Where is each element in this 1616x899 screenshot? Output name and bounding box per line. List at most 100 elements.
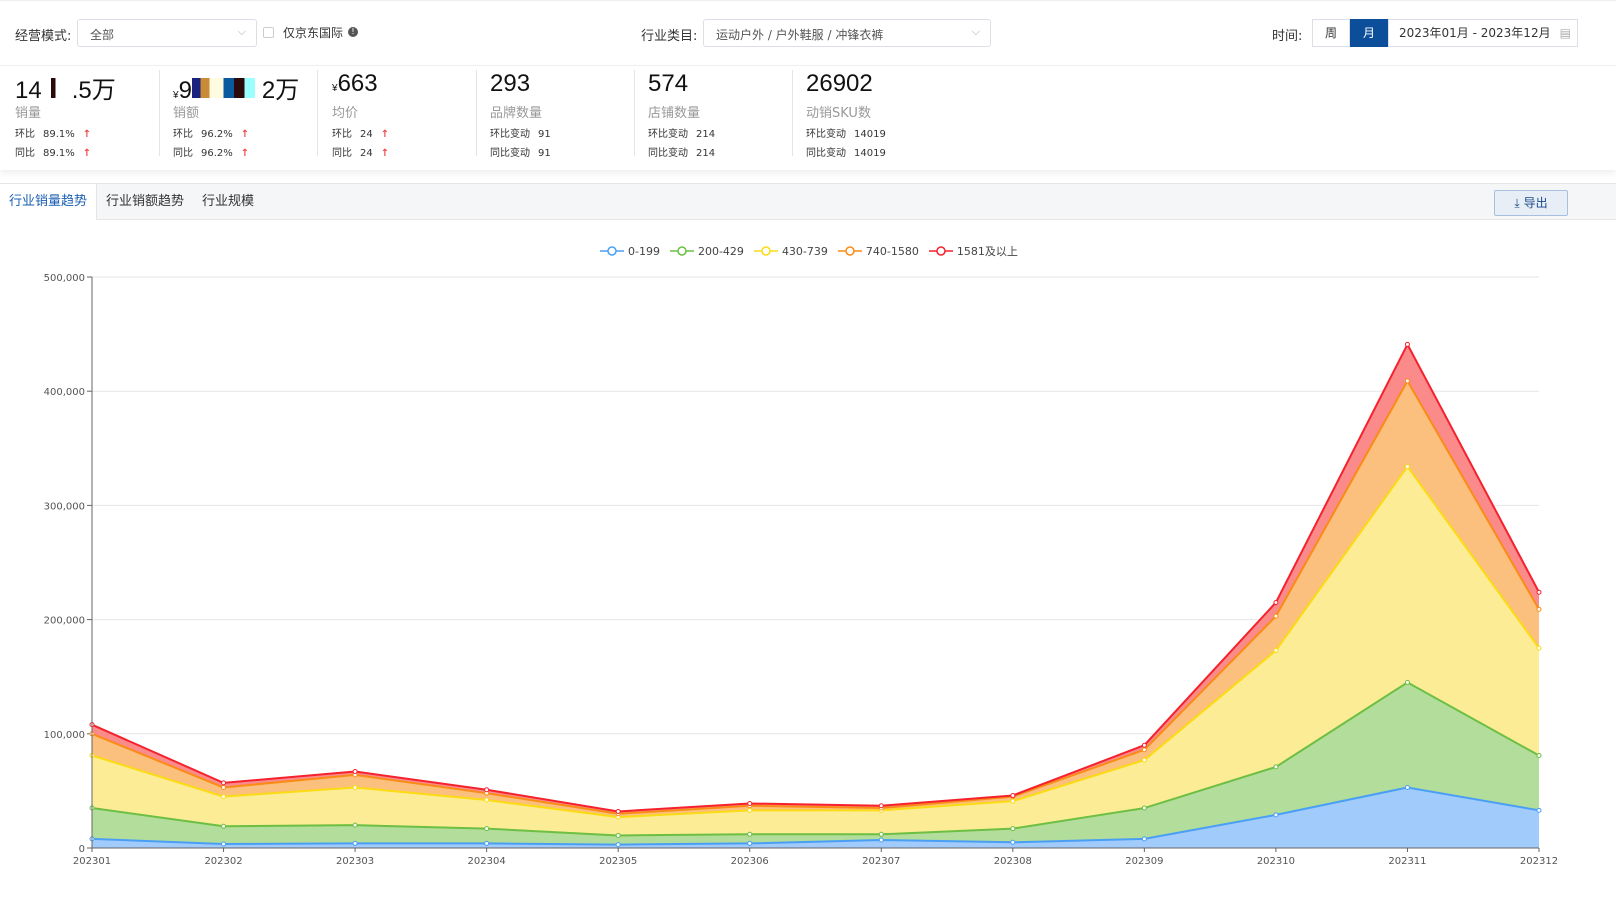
legend-item[interactable]: 430-739 bbox=[753, 243, 828, 259]
data-point bbox=[1404, 378, 1410, 384]
data-point bbox=[352, 840, 358, 846]
data-point bbox=[1273, 647, 1279, 653]
data-point bbox=[221, 823, 227, 829]
export-button[interactable]: ⤓ 导出 bbox=[1494, 190, 1568, 216]
data-point bbox=[1141, 747, 1147, 753]
data-point bbox=[1010, 839, 1016, 845]
data-point bbox=[352, 768, 358, 774]
data-point bbox=[1273, 613, 1279, 619]
data-point bbox=[1404, 341, 1410, 347]
y-tick-label: 500,000 bbox=[44, 273, 85, 284]
x-tick-label: 202302 bbox=[204, 856, 242, 867]
stat-sales-amount: ¥9 2万 销额 环比 96.2% ↑ 同比 96.2% ↑ bbox=[173, 70, 318, 159]
data-point bbox=[747, 800, 753, 806]
x-tick-label: 202301 bbox=[73, 856, 111, 867]
data-point bbox=[1273, 764, 1279, 770]
jd-intl-checkbox[interactable] bbox=[263, 27, 274, 38]
x-tick-label: 202307 bbox=[862, 856, 900, 867]
tab-industry-scale[interactable]: 行业规模 bbox=[202, 194, 255, 209]
data-point bbox=[1273, 812, 1279, 818]
area-1581及以上 bbox=[92, 344, 1539, 814]
data-point bbox=[878, 837, 884, 843]
data-point bbox=[1536, 606, 1542, 612]
data-point bbox=[1404, 464, 1410, 470]
legend-label: 740-1580 bbox=[865, 244, 919, 258]
x-tick-label: 202306 bbox=[731, 856, 769, 867]
data-point bbox=[1536, 645, 1542, 651]
filter-bar: 经营模式: 全部 ⌵ 仅京东国际 ! 行业类目: 运动户外 / 户外鞋服 / 冲锋… bbox=[0, 0, 1616, 66]
data-point bbox=[352, 784, 358, 790]
legend-marker-icon bbox=[837, 246, 862, 256]
data-point bbox=[878, 831, 884, 837]
chevron-down-icon: ⌵ bbox=[237, 25, 246, 38]
stats-panel: 14.5万 销量 环比 89.1% ↑ 同比 89.1% ↑ ¥9 2万 销额 环比 96.… bbox=[0, 66, 1616, 170]
redaction-mask bbox=[41, 78, 72, 98]
chevron-down-icon: ⌵ bbox=[971, 25, 980, 38]
data-point bbox=[1010, 826, 1016, 832]
data-point bbox=[615, 808, 621, 814]
data-point bbox=[1404, 679, 1410, 685]
y-tick-label: 300,000 bbox=[44, 501, 85, 512]
month-button[interactable]: 月 bbox=[1350, 19, 1388, 47]
data-point bbox=[1141, 757, 1147, 763]
data-point bbox=[747, 831, 753, 837]
legend-item[interactable]: 0-199 bbox=[600, 243, 660, 259]
data-point bbox=[615, 832, 621, 838]
line-740-1580 bbox=[91, 378, 1540, 815]
y-tick-label: 200,000 bbox=[44, 616, 85, 627]
area-430-739 bbox=[92, 466, 1539, 836]
tab-sales-amount-trend[interactable]: 行业销额趋势 bbox=[106, 194, 185, 209]
area-740-1580 bbox=[92, 380, 1539, 818]
stat-name: 店铺数量 bbox=[648, 106, 701, 121]
x-tick-label: 202305 bbox=[599, 856, 637, 867]
legend-item[interactable]: 1581及以上 bbox=[928, 243, 1018, 259]
info-icon[interactable]: ! bbox=[348, 27, 358, 37]
data-point bbox=[1536, 752, 1542, 758]
redaction-mask bbox=[191, 78, 262, 98]
category-label: 行业类目: bbox=[641, 29, 698, 44]
data-point bbox=[1536, 589, 1542, 595]
legend-label: 200-429 bbox=[697, 244, 744, 258]
data-point bbox=[747, 840, 753, 846]
data-point bbox=[1141, 742, 1147, 748]
download-icon: ⤓ bbox=[1514, 196, 1520, 210]
data-point bbox=[484, 840, 490, 846]
data-point bbox=[484, 797, 490, 803]
stat-avg-price: ¥663 均价 环比 24 ↑ 同比 24 ↑ bbox=[332, 70, 477, 159]
legend-marker-icon bbox=[669, 246, 694, 256]
data-point bbox=[1141, 836, 1147, 842]
x-tick-label: 202304 bbox=[468, 856, 506, 867]
data-point bbox=[1010, 798, 1016, 804]
week-button[interactable]: 周 bbox=[1312, 19, 1350, 47]
legend-item[interactable]: 200-429 bbox=[669, 243, 744, 259]
date-range-picker[interactable]: 2023年01月 - 2023年12月 ▤ bbox=[1388, 19, 1578, 47]
data-point bbox=[352, 822, 358, 828]
x-tick-label: 202311 bbox=[1388, 856, 1426, 867]
data-point bbox=[615, 842, 621, 848]
legend-item[interactable]: 740-1580 bbox=[837, 243, 919, 259]
stat-brand-count: 293 品牌数量 环比变动 91 同比变动 91 bbox=[490, 70, 635, 159]
category-value: 运动户外 / 户外鞋服 / 冲锋衣裤 bbox=[716, 28, 884, 42]
stat-name: 销额 bbox=[173, 106, 200, 121]
category-select[interactable]: 运动户外 / 户外鞋服 / 冲锋衣裤 ⌵ bbox=[703, 19, 991, 47]
x-tick-label: 202303 bbox=[336, 856, 374, 867]
line-0-199 bbox=[91, 786, 1540, 846]
legend-label: 0-199 bbox=[628, 244, 660, 258]
data-point bbox=[1273, 599, 1279, 605]
tab-sales-volume-trend[interactable]: 行业销量趋势 bbox=[0, 184, 98, 220]
data-point bbox=[221, 841, 227, 847]
calendar-icon: ▤ bbox=[1559, 26, 1571, 40]
stat-name: 销量 bbox=[15, 106, 42, 121]
x-tick-label: 202309 bbox=[1125, 856, 1163, 867]
mode-label: 经营模式: bbox=[15, 29, 72, 44]
stat-sales-volume: 14.5万 销量 环比 89.1% ↑ 同比 89.1% ↑ bbox=[15, 70, 160, 159]
x-tick-label: 202308 bbox=[994, 856, 1032, 867]
x-tick-label: 202310 bbox=[1257, 856, 1295, 867]
stat-sku-count: 26902 动销SKU数 环比变动 14019 同比变动 14019 bbox=[806, 70, 951, 159]
stat-name: 动销SKU数 bbox=[806, 106, 871, 121]
y-tick-label: 100,000 bbox=[44, 730, 85, 741]
mode-select[interactable]: 全部 ⌵ bbox=[77, 19, 257, 47]
stat-name: 品牌数量 bbox=[490, 106, 543, 121]
data-point bbox=[747, 807, 753, 813]
